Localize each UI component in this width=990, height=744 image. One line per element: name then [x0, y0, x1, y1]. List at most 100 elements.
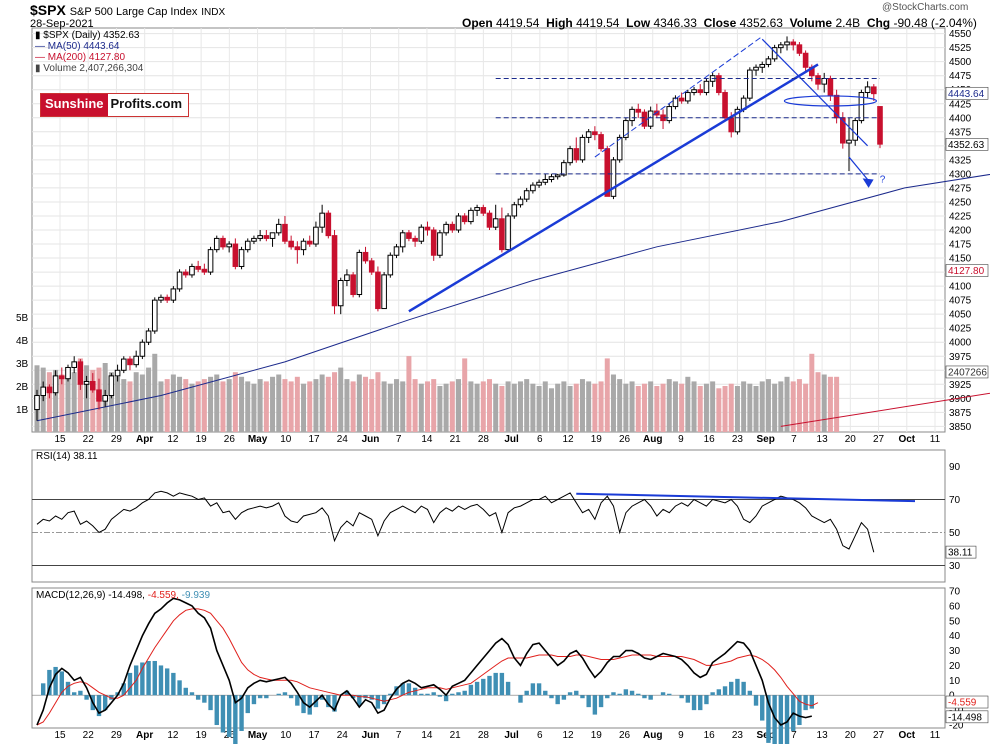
macd-histogram-bar	[474, 681, 480, 696]
low-label: Low	[626, 16, 651, 30]
macd-histogram-bar	[735, 678, 740, 696]
date-tick-label: 13	[817, 434, 829, 445]
close-label: Close	[703, 16, 737, 30]
date-tick-label: 12	[167, 434, 179, 445]
macd-histogram-bar	[623, 689, 629, 696]
date-tick-label: 9	[678, 434, 684, 445]
candle-body	[530, 184, 536, 192]
macd-histogram-bar	[636, 693, 641, 696]
macd-histogram-bar	[716, 689, 722, 696]
volume-bar	[152, 353, 158, 432]
volume-bar	[325, 376, 331, 432]
high-label: High	[546, 16, 573, 30]
date-tick-label: 12	[563, 434, 575, 445]
volume-bar	[710, 381, 716, 432]
macd-histogram-bar	[760, 695, 765, 721]
candle-body	[468, 209, 474, 223]
date-tick-label: 21	[450, 434, 462, 445]
macd-histogram-bar	[784, 695, 790, 744]
macd-histogram-bar	[493, 672, 498, 696]
flag-ma200-label: 4127.80	[948, 266, 985, 277]
candle-body	[697, 89, 704, 94]
date-tick-label: 24	[337, 434, 349, 445]
volume-bar	[778, 381, 784, 432]
candle-body	[635, 108, 642, 113]
candle-body	[65, 366, 71, 380]
macd-histogram-bar	[561, 695, 567, 700]
volume-bar	[53, 369, 59, 432]
volume-bar	[394, 379, 400, 432]
date-tick-label: 16	[704, 434, 716, 445]
legend-ma200: — MA(200) 4127.80	[35, 52, 126, 63]
volume-bar	[598, 381, 604, 432]
macd-tick-label: 10	[949, 676, 961, 687]
date-tick-label: 29	[111, 730, 123, 741]
macd-histogram-bar	[722, 686, 728, 696]
macd-histogram-bar	[605, 695, 610, 699]
candle-body	[691, 89, 697, 94]
date-tick-label: 28	[478, 730, 490, 741]
volume-bar	[722, 386, 728, 432]
date-tick-label: 21	[450, 730, 462, 741]
candle-body	[83, 381, 90, 385]
macd-histogram-bar	[803, 695, 808, 711]
volume-bar	[369, 379, 375, 432]
volume-bar	[697, 386, 703, 432]
candle-body	[474, 207, 480, 211]
date-tick-label: Aug	[643, 730, 662, 741]
date-tick-label: 13	[817, 730, 829, 741]
macd-histogram-bar	[71, 692, 77, 696]
macd-histogram-bar	[518, 695, 523, 703]
date-tick-label: Sep	[756, 434, 774, 445]
price-tick-label: 4475	[949, 71, 972, 82]
volume-bar	[536, 386, 542, 432]
volume-bar	[685, 376, 691, 432]
volume-bar	[170, 374, 176, 432]
price-tick-label: 3850	[949, 422, 972, 433]
macd-histogram-bar	[381, 695, 387, 705]
volume-bar	[604, 358, 610, 432]
volume-bar	[363, 376, 369, 432]
volume-bar	[195, 381, 201, 432]
volume-bar	[214, 374, 220, 432]
legend-volume: ▮ Volume 2,407,266,304	[35, 63, 144, 74]
candle-body	[604, 148, 611, 197]
macd-histogram-bar	[462, 690, 467, 696]
macd-histogram-bar	[146, 660, 151, 696]
volume-bar	[747, 383, 753, 432]
candle-body	[158, 296, 164, 301]
macd-histogram-bar	[747, 690, 753, 696]
volume-bar	[753, 386, 759, 432]
date-tick-label: 9	[678, 730, 684, 741]
macd-histogram-bar	[152, 660, 157, 696]
date-tick-label: Jul	[504, 730, 519, 741]
volume-bar	[734, 386, 740, 432]
candle-body	[319, 212, 325, 228]
macd-histogram-bar	[239, 695, 244, 731]
macd-histogram-bar	[598, 695, 604, 708]
date-tick-label: 6	[537, 730, 543, 741]
candle-body	[685, 92, 691, 102]
price-tick-label: 4525	[949, 43, 972, 54]
symbol-title: $SPX S&P 500 Large Cap Index INDX	[30, 2, 225, 18]
date-tick-label: 16	[704, 730, 716, 741]
volume-bar	[443, 383, 449, 432]
volume-tick-label: 1B	[16, 405, 29, 416]
volume-bar	[567, 386, 573, 432]
price-tick-label: 4300	[949, 169, 972, 180]
macd-histogram-bar	[307, 695, 312, 715]
date-tick-label: 15	[54, 434, 66, 445]
candle-body	[871, 86, 877, 95]
candle-body	[505, 215, 511, 251]
date-tick-label: 27	[873, 434, 885, 445]
macd-histogram-bar	[586, 695, 591, 708]
resistance-trendline	[761, 38, 869, 147]
volume-bar	[133, 372, 139, 432]
macd-histogram-bar	[208, 695, 213, 711]
volume-bar	[592, 383, 598, 432]
macd-histogram-bar	[437, 695, 443, 697]
candle-body	[864, 86, 871, 94]
date-tick-label: Jun	[362, 730, 380, 741]
date-tick-label: 28	[478, 434, 490, 445]
